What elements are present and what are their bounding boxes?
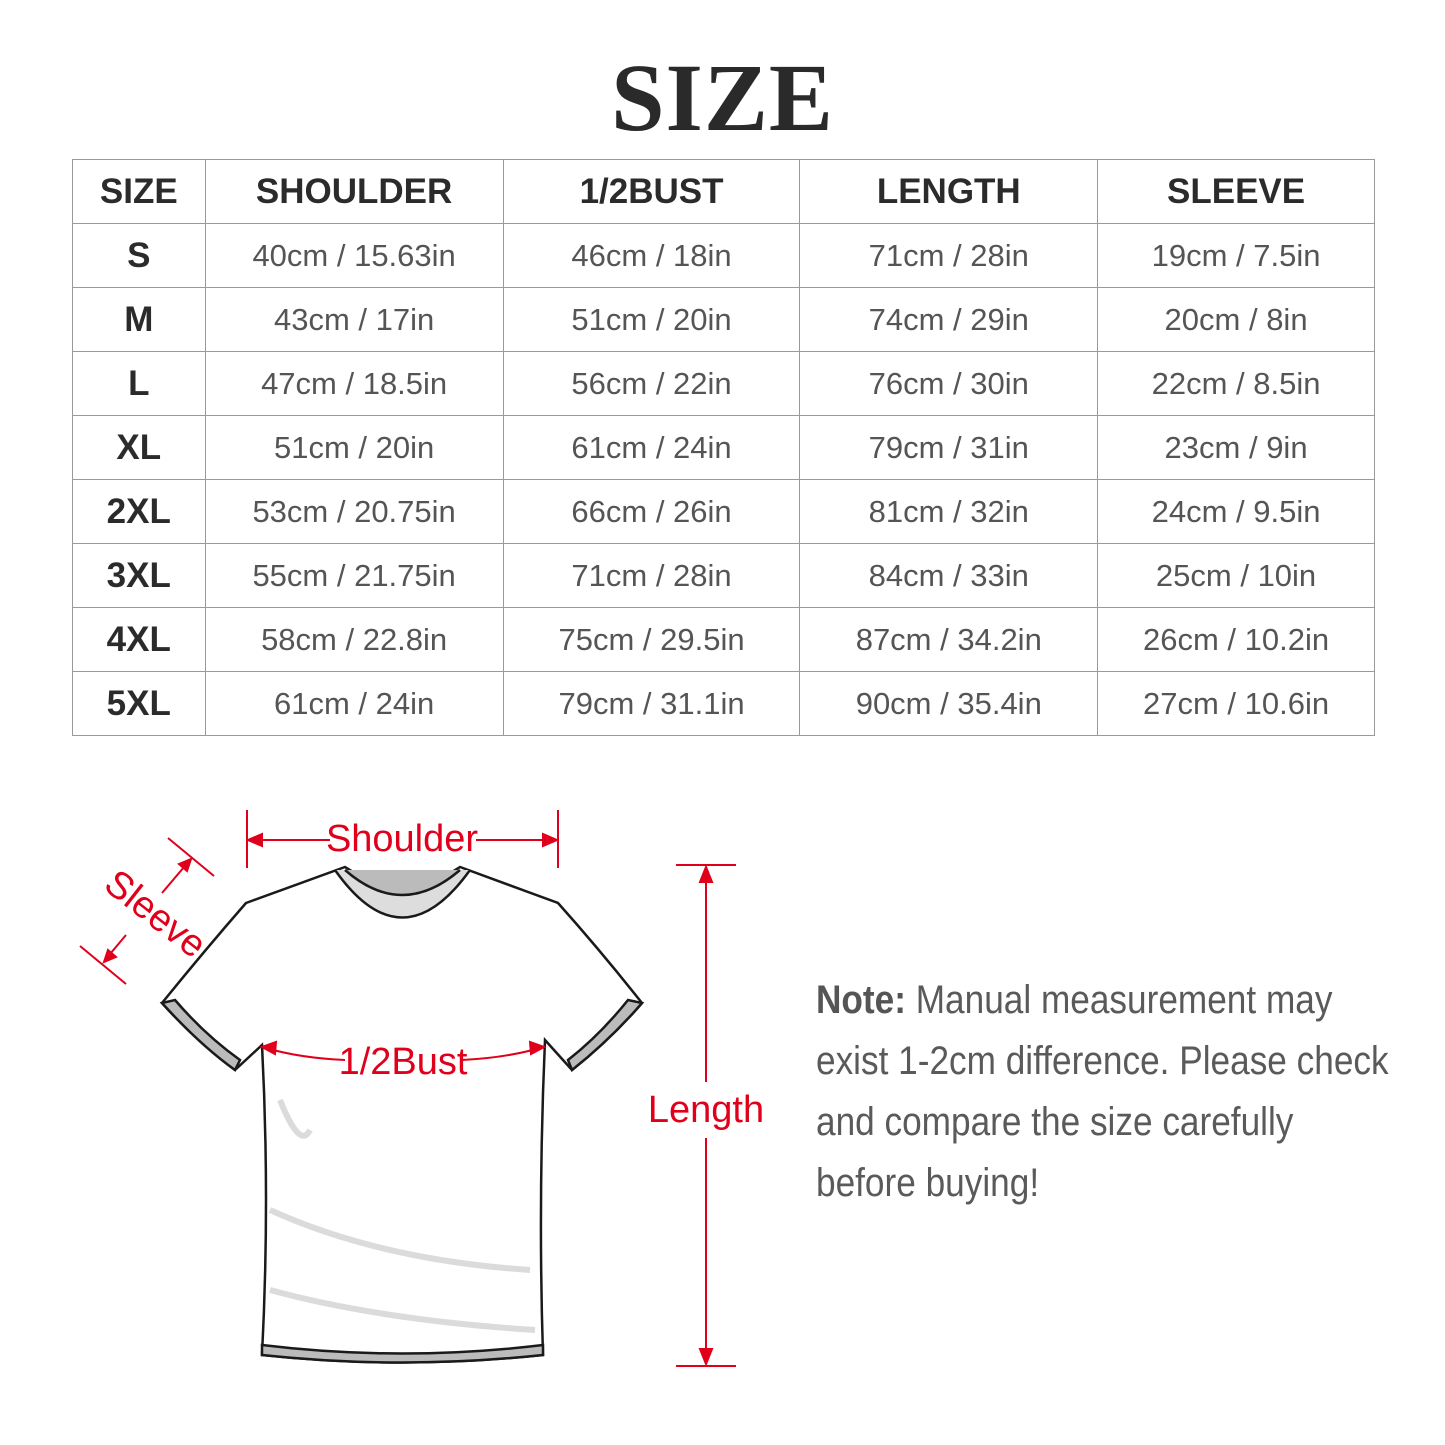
table-row: 2XL 53cm / 20.75in 66cm / 26in 81cm / 32in 2… (72, 479, 1375, 544)
measurement-cell: 51cm / 20in (204, 415, 504, 480)
measurement-cell: 79cm / 31.1in (502, 671, 801, 736)
measurement-cell: 27cm / 10.6in (1097, 671, 1375, 736)
table-row: XL 51cm / 20in 61cm / 24in 79cm / 31in 23cm … (72, 415, 1375, 480)
column-header: 1/2BUST (502, 159, 801, 224)
measurement-cell: 53cm / 20.75in (204, 479, 504, 544)
measurement-cell: 76cm / 30in (799, 351, 1099, 416)
column-header: SIZE (72, 159, 206, 224)
measurement-cell: 66cm / 26in (502, 479, 801, 544)
sleeve-label: Sleeve (96, 862, 213, 967)
table-row: 4XL 58cm / 22.8in 75cm / 29.5in 87cm / 34.2… (72, 607, 1375, 672)
bust-label: 1/2Bust (339, 1041, 468, 1083)
measurement-cell: 61cm / 24in (204, 671, 504, 736)
size-cell: 3XL (72, 543, 206, 608)
measurement-cell: 26cm / 10.2in (1097, 607, 1375, 672)
measurement-cell: 40cm / 15.63in (204, 223, 504, 288)
shoulder-label: Shoulder (326, 818, 478, 860)
measurement-cell: 58cm / 22.8in (204, 607, 504, 672)
note-text: Note: Manual measurement may exist 1-2cm… (816, 970, 1397, 1214)
measurement-cell: 79cm / 31in (799, 415, 1099, 480)
note-label: Note: (816, 978, 906, 1022)
measurement-cell: 19cm / 7.5in (1097, 223, 1375, 288)
length-label: Length (648, 1089, 764, 1131)
measurement-cell: 61cm / 24in (502, 415, 801, 480)
size-cell: L (72, 351, 206, 416)
measurement-cell: 87cm / 34.2in (799, 607, 1099, 672)
note-body: Manual measurement may exist 1-2cm diffe… (816, 978, 1389, 1205)
measurement-cell: 25cm / 10in (1097, 543, 1375, 608)
measurement-cell: 20cm / 8in (1097, 287, 1375, 352)
page-title: SIZE (611, 44, 834, 151)
measurement-cell: 90cm / 35.4in (799, 671, 1099, 736)
table-row: 3XL 55cm / 21.75in 71cm / 28in 84cm / 33in 2… (72, 543, 1375, 608)
measurement-cell: 43cm / 17in (204, 287, 504, 352)
measurement-cell: 74cm / 29in (799, 287, 1099, 352)
size-cell: M (72, 287, 206, 352)
measurement-cell: 51cm / 20in (502, 287, 801, 352)
size-cell: XL (72, 415, 206, 480)
tshirt-icon (159, 865, 645, 1364)
measurement-cell: 24cm / 9.5in (1097, 479, 1375, 544)
measurement-cell: 71cm / 28in (502, 543, 801, 608)
measurement-cell: 75cm / 29.5in (502, 607, 801, 672)
table-row: S 40cm / 15.63in 46cm / 18in 71cm / 28in 19c… (72, 223, 1375, 288)
tshirt-diagram: Shoulder 1/2Bust Length Sleeve (79, 810, 764, 1367)
measurement-cell: 46cm / 18in (502, 223, 801, 288)
table-header-row: SIZE SHOULDER 1/2BUST LENGTH SLEEVE (72, 159, 1375, 224)
size-cell: 4XL (72, 607, 206, 672)
measurement-cell: 81cm / 32in (799, 479, 1099, 544)
size-cell: 5XL (72, 671, 206, 736)
table-row: L 47cm / 18.5in 56cm / 22in 76cm / 30in 22cm… (72, 351, 1375, 416)
measurement-cell: 55cm / 21.75in (204, 543, 504, 608)
measurement-cell: 23cm / 9in (1097, 415, 1375, 480)
measurement-cell: 47cm / 18.5in (204, 351, 504, 416)
table-row: 5XL 61cm / 24in 79cm / 31.1in 90cm / 35.4in… (72, 671, 1375, 736)
size-cell: 2XL (72, 479, 206, 544)
column-header: SHOULDER (204, 159, 504, 224)
column-header: SLEEVE (1097, 159, 1375, 224)
measurement-cell: 56cm / 22in (502, 351, 801, 416)
size-cell: S (72, 223, 206, 288)
column-header: LENGTH (799, 159, 1099, 224)
measurement-cell: 84cm / 33in (799, 543, 1099, 608)
size-table: SIZE SHOULDER 1/2BUST LENGTH SLEEVE S 40cm / … (72, 159, 1375, 736)
measurement-cell: 22cm / 8.5in (1097, 351, 1375, 416)
measurement-cell: 71cm / 28in (799, 223, 1099, 288)
table-row: M 43cm / 17in 51cm / 20in 74cm / 29in 20cm /… (72, 287, 1375, 352)
